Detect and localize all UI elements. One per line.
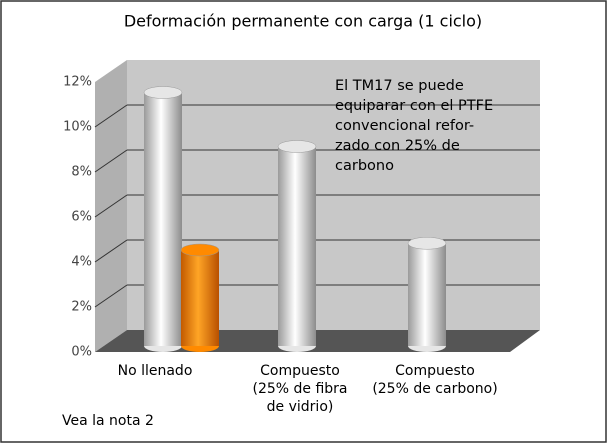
bar-top [277,140,317,153]
x-tick-label: No llenado [117,363,193,379]
grid-line-side [94,104,128,128]
y-tick-label: 12% [63,75,92,90]
y-tick-label: 2% [71,300,92,315]
bar [181,250,219,346]
grid-line-side [94,149,128,173]
bar [144,92,182,346]
bar-top [180,243,220,257]
y-tick-label: 10% [63,120,92,135]
bar [408,243,446,346]
x-tick-label: Compuesto (25% de carbono) [372,363,498,397]
chart-title: Deformación permanente con carga (1 cicl… [124,12,482,31]
footnote: Vea la nota 2 [62,413,154,429]
bar-top [143,86,183,99]
x-tick-label: Compuesto (25% de fibra de vidrio) [252,363,348,415]
grid-line-side [94,194,128,218]
annotation: El TM17 se puede equiparar con el PTFE c… [335,78,494,174]
y-tick-label: 6% [71,210,92,225]
bar [278,146,316,346]
y-tick-label: 8% [71,165,92,180]
y-tick-label: 0% [71,345,92,360]
grid-line-side [94,284,128,308]
grid-line-side [94,239,128,263]
y-tick-label: 4% [71,255,92,270]
bar-top [407,237,447,250]
